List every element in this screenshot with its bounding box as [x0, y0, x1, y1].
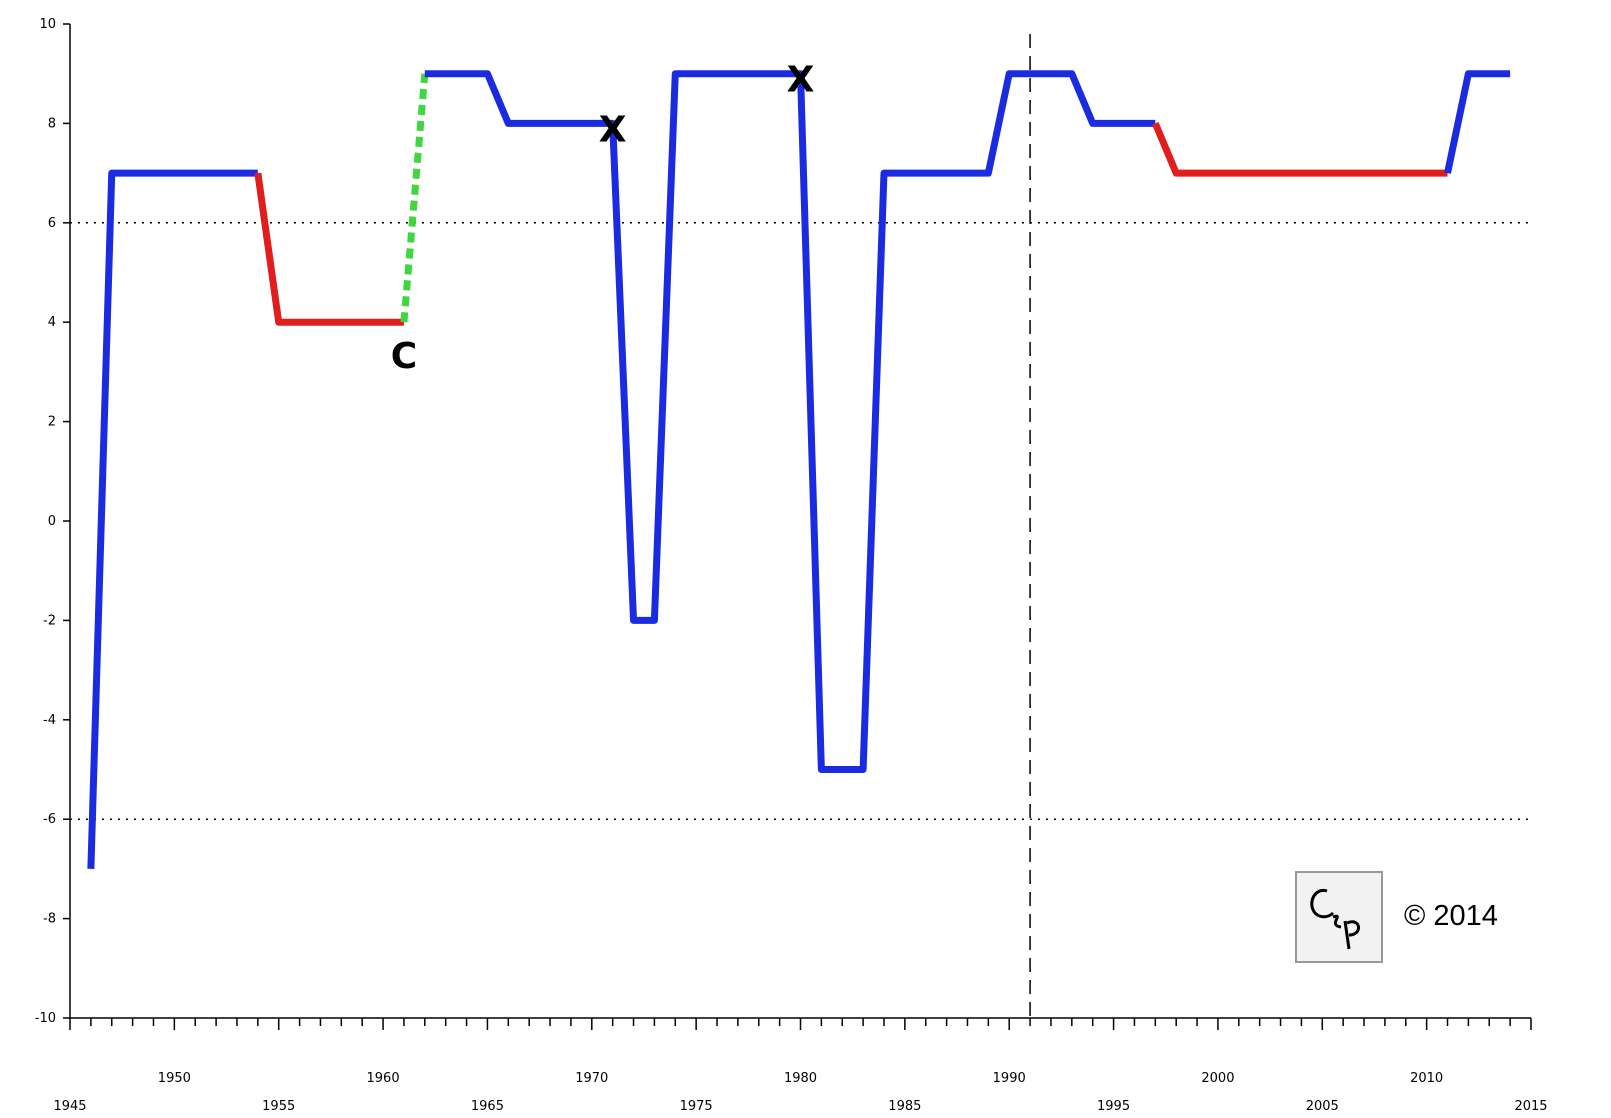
- series-segment-transition: [400, 73, 429, 323]
- annotation-marker: X: [787, 60, 815, 101]
- y-tick-label: 2: [48, 415, 56, 430]
- x-tick-label: 1955: [262, 1099, 295, 1114]
- x-tick-label: 2010: [1410, 1071, 1443, 1086]
- x-tick-label: 1975: [680, 1099, 713, 1114]
- reference-lines: [70, 34, 1531, 1018]
- y-tick-label: 10: [39, 17, 56, 32]
- series-segment-line: [424, 70, 1156, 773]
- x-tick-label: 1970: [575, 1071, 608, 1086]
- csp-logo: [1295, 871, 1383, 963]
- annotation-marker: C: [391, 336, 417, 377]
- x-tick-label: 2015: [1514, 1099, 1547, 1114]
- y-tick-label: -2: [43, 613, 56, 628]
- x-tick-label: 1995: [1097, 1099, 1130, 1114]
- csp-logo-icon: [1310, 888, 1360, 950]
- y-tick-label: -10: [35, 1011, 56, 1026]
- y-tick-label: -4: [43, 713, 56, 728]
- annotations: C X X: [391, 60, 815, 378]
- y-tick-label: -8: [43, 912, 56, 927]
- x-tick-label: 1945: [53, 1099, 86, 1114]
- y-tick-label: 0: [48, 514, 56, 529]
- x-tick-label: 1980: [784, 1071, 817, 1086]
- y-tick-label: 8: [48, 116, 56, 131]
- x-tick-label: 1990: [993, 1071, 1026, 1086]
- x-tick-label: 2000: [1201, 1071, 1234, 1086]
- data-series: [87, 70, 1511, 870]
- y-tick-label: 4: [48, 315, 56, 330]
- x-tick-label: 2005: [1306, 1099, 1339, 1114]
- x-tick-label: 1950: [158, 1071, 191, 1086]
- annotation-marker: X: [599, 109, 627, 150]
- y-tick-label: 6: [48, 216, 56, 231]
- axes: 10 8 6 4 2 0 -2 -4 -6 -8 -10 1945 1950 1955 1960 1965 19…: [35, 17, 1548, 1114]
- x-tick-label: 1985: [888, 1099, 921, 1114]
- y-tick-label: -6: [43, 812, 56, 827]
- series-segment-decline: [1152, 122, 1448, 177]
- series-segment-line: [1444, 70, 1511, 174]
- series-segment-line: [87, 169, 258, 870]
- copyright-text: © 2014: [1404, 900, 1498, 932]
- x-tick-label: 1965: [471, 1099, 504, 1114]
- series-segment-decline: [254, 172, 404, 326]
- x-tick-label: 1960: [367, 1071, 400, 1086]
